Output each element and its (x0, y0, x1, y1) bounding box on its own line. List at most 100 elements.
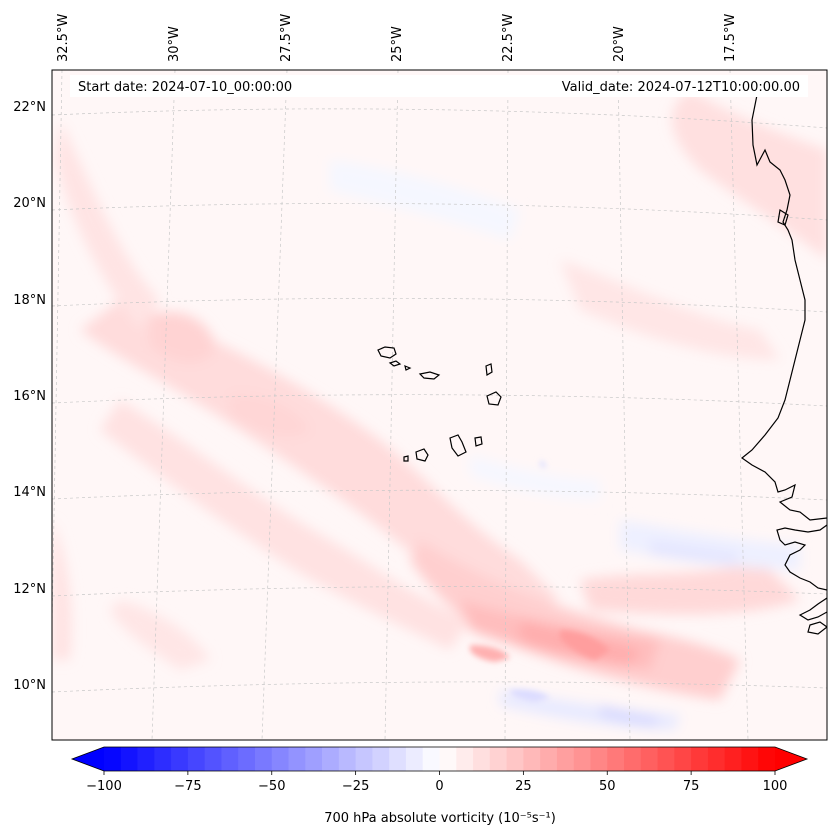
colorbar-cell (607, 747, 625, 771)
colorbar-tick-label: 25 (515, 779, 532, 794)
gridline-22-5w (504, 70, 509, 740)
colorbar-cell (254, 747, 273, 771)
lat-label-20n: 20°N (13, 196, 46, 211)
lat-label-12n: 12°N (13, 582, 46, 597)
lat-label-10n: 10°N (13, 678, 46, 693)
colorbar-cell (758, 747, 776, 771)
colorbar-cell (556, 747, 575, 771)
coastline-mainland (740, 94, 827, 521)
lon-label-20w: 20°W (612, 26, 627, 62)
date-strip (70, 75, 808, 97)
colorbar-cell (238, 747, 256, 771)
colorbar-cell (204, 747, 222, 771)
colorbar-cell (137, 747, 155, 771)
colorbar-cells (104, 747, 776, 771)
colorbar-cell (305, 747, 323, 771)
island-fogo (415, 448, 429, 462)
colorbar-cell (154, 747, 172, 771)
gridline-20w (617, 70, 631, 740)
start-date: Start date: 2024-07-10_00:00:00 (78, 80, 292, 95)
island-brava (403, 455, 409, 462)
lon-label-22-5w: 22.5°W (501, 14, 516, 62)
island-sao-nicolau (418, 371, 441, 380)
lat-label-14n: 14°N (13, 485, 46, 500)
colorbar-cell (422, 747, 440, 771)
colorbar-tick-label: 75 (683, 779, 700, 794)
colorbar-tick-label: −50 (258, 779, 285, 794)
colorbar-cell (104, 747, 122, 771)
colorbar-tick-label: 0 (435, 779, 443, 794)
colorbar-cell (322, 747, 340, 771)
lon-label-25w: 25°W (390, 26, 405, 62)
colorbar-tick-label: −100 (86, 779, 122, 794)
colorbar-cell (540, 747, 558, 771)
coastline-banc-arguin (777, 209, 789, 226)
colorbar-cell (473, 747, 491, 771)
colorbar-cell (523, 747, 541, 771)
colorbar-cell (707, 747, 726, 771)
colorbar-ticks: −100 −75 −50 −25 0 25 50 75 100 (86, 771, 787, 794)
island-sao-vicente (388, 360, 402, 367)
lat-label-16n: 16°N (13, 389, 46, 404)
african-coastline (740, 94, 827, 635)
lon-label-32-5w: 32.5°W (56, 14, 71, 62)
island-santa-luzia (404, 365, 412, 371)
colorbar-cell (674, 747, 692, 771)
gridline-27-5w (261, 70, 288, 740)
gridline-10n (52, 681, 827, 693)
lat-label-22n: 22°N (13, 100, 46, 115)
colorbar-cell (372, 747, 390, 771)
gridline-14n (52, 489, 827, 501)
coastline-guinea-bissau (798, 597, 827, 621)
colorbar-cell (187, 747, 206, 771)
colorbar-tick-label: 50 (599, 779, 616, 794)
lon-label-17-5w: 17.5°W (723, 14, 738, 62)
colorbar-tick-label: −25 (342, 779, 369, 794)
colorbar-cell (221, 747, 239, 771)
colorbar-cell (271, 747, 289, 771)
valid-date: Valid_date: 2024-07-12T10:00:00.00 (562, 80, 800, 95)
colorbar-cell (573, 747, 591, 771)
colorbar-cell (355, 747, 373, 771)
colorbar-cell (439, 747, 457, 771)
colorbar-cell (338, 747, 357, 771)
vorticity-field (52, 90, 827, 730)
gridline-22n (52, 108, 827, 129)
colorbar-extend-max (775, 747, 807, 771)
colorbar-cell (120, 747, 138, 771)
colorbar-tick-label: −75 (174, 779, 201, 794)
colorbar-cell (590, 747, 608, 771)
gridline-16n (52, 394, 827, 407)
colorbar: −100 −75 −50 −25 0 25 50 75 100 700 hPa absolute… (70, 746, 809, 826)
island-boa-vista (486, 391, 502, 406)
coastline-bijagos (807, 621, 827, 635)
colorbar-cell (389, 747, 407, 771)
colorbar-extend-min (72, 747, 104, 771)
gridline-30w (151, 70, 176, 740)
colorbar-cell (741, 747, 759, 771)
colorbar-cell (288, 747, 306, 771)
colorbar-cell (506, 747, 524, 771)
colorbar-cell (171, 747, 189, 771)
colorbar-cell (489, 747, 507, 771)
island-maio (474, 436, 483, 447)
colorbar-label: 700 hPa absolute vorticity (10⁻⁵s⁻¹) (324, 811, 556, 826)
colorbar-tick-label: 100 (763, 779, 788, 794)
coastline-senegal-gambia (776, 524, 827, 591)
colorbar-cell (456, 747, 474, 771)
colorbar-cell (405, 747, 424, 771)
map-frame (51, 69, 828, 741)
gridline-25w (384, 70, 399, 740)
gridline-12n (52, 586, 827, 597)
colorbar-cell (657, 747, 675, 771)
colorbar-cell (724, 747, 742, 771)
island-santiago (449, 434, 467, 457)
graticule (52, 70, 827, 740)
island-sal (485, 363, 493, 376)
cape-verde-islands (377, 346, 502, 462)
gridline-20n (52, 203, 827, 221)
colorbar-cell (624, 747, 642, 771)
lon-label-30w: 30°W (167, 26, 182, 62)
colorbar-cell (691, 747, 709, 771)
